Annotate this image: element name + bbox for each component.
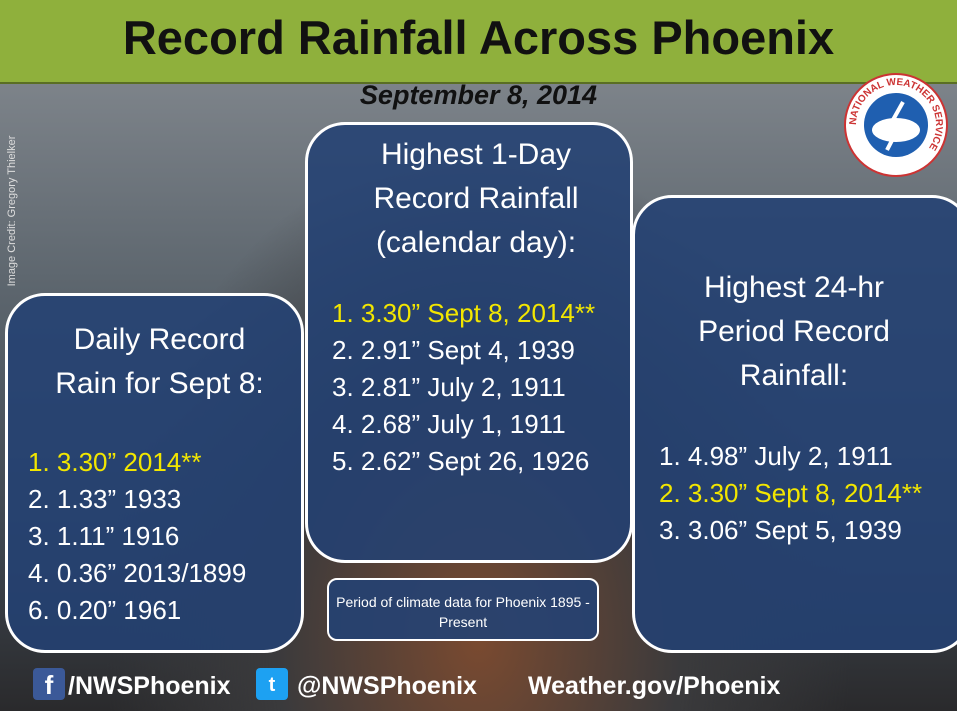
title: Record Rainfall Across Phoenix — [122, 11, 835, 64]
panel-heading: Daily Record Rain for Sept 8: — [28, 318, 291, 406]
heading-line: Rain for Sept 8: — [55, 367, 264, 400]
heading-line: Period Record — [698, 315, 890, 348]
heading-line: Record Rainfall — [373, 182, 579, 215]
item-list: 1. 4.98” July 2, 1911 2. 3.30” Sept 8, 20… — [659, 438, 939, 549]
nws-logo: NATIONAL WEATHER SERVICE — [844, 73, 948, 177]
list-item: 6. 0.20” 1961 — [28, 595, 182, 625]
heading-line: Highest 24-hr — [703, 271, 885, 304]
facebook-handle: /NWSPhoenix — [68, 672, 231, 700]
item-list: 1. 3.30” Sept 8, 2014** 2. 2.91” Sept 4, … — [332, 295, 620, 480]
panel: Daily Record Rain for Sept 8: 1. 3.30” 201… — [5, 293, 304, 653]
image-credit: Image Credit: Gregory Thielker — [6, 135, 18, 287]
panel-heading: Highest 24-hr Period Record Rainfall: — [659, 266, 929, 398]
website: Weather.gov/Phoenix — [528, 672, 781, 700]
item-list: 1. 3.30” 2014** 2. 1.33” 1933 3. 1.11” 191… — [28, 444, 291, 629]
heading-line: Rainfall: — [739, 359, 849, 392]
twitter-icon: t — [256, 668, 288, 700]
twitter-handle: @NWSPhoenix — [297, 672, 477, 700]
list-item: 2. 1.33” 1933 — [28, 484, 182, 514]
list-item: 3. 2.81” July 2, 1911 — [332, 372, 566, 402]
list-item: 3. 1.11” 1916 — [28, 521, 180, 551]
list-item: 2. 2.91” Sept 4, 1939 — [332, 335, 575, 365]
heading-line: (calendar day): — [375, 226, 577, 259]
header-band — [0, 0, 957, 84]
list-item: 3. 3.06” Sept 5, 1939 — [659, 515, 902, 545]
list-item: 1. 3.30” Sept 8, 2014** — [332, 298, 596, 328]
list-item: 2. 3.30” Sept 8, 2014** — [659, 478, 923, 508]
facebook-icon: f — [33, 668, 65, 700]
panel: Highest 24-hr Period Record Rainfall: 1. 4.… — [632, 195, 957, 653]
list-item: 4. 0.36” 2013/1899 — [28, 558, 247, 588]
panel: Highest 1-Day Record Rainfall (calendar da… — [305, 122, 633, 563]
date: September 8, 2014 — [359, 80, 598, 110]
list-item: 5. 2.62” Sept 26, 1926 — [332, 446, 590, 476]
heading-line: Daily Record — [73, 323, 246, 356]
list-item: 4. 2.68” July 1, 1911 — [332, 409, 566, 439]
heading-line: Highest 1-Day — [380, 138, 572, 171]
note: Period of climate data for Phoenix 1895 … — [327, 578, 599, 641]
panel-heading: Highest 1-Day Record Rainfall (calendar da… — [332, 133, 620, 265]
list-item: 1. 4.98” July 2, 1911 — [659, 441, 893, 471]
list-item: 1. 3.30” 2014** — [28, 447, 202, 477]
